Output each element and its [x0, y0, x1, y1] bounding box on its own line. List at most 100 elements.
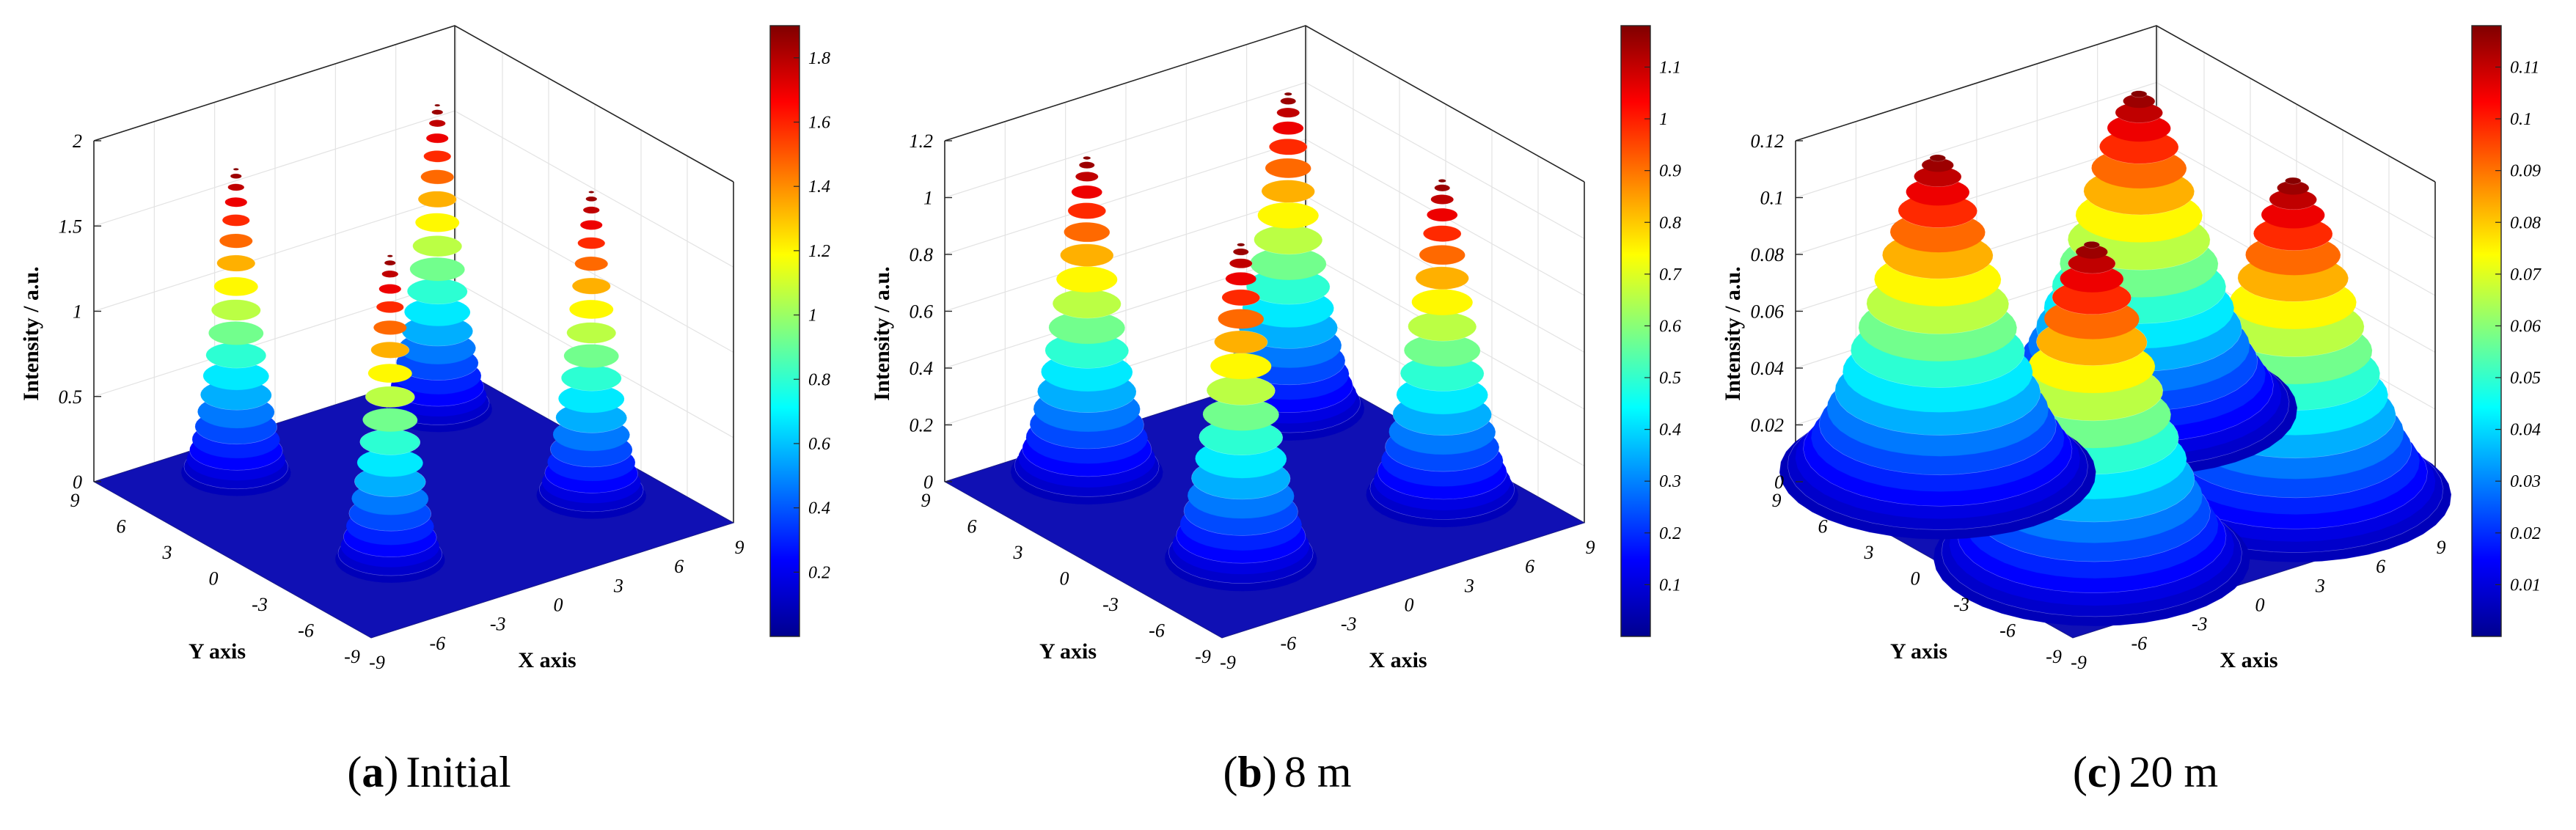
- beam-contour: [378, 284, 402, 294]
- gaussian-beam: [2134, 177, 2452, 562]
- beam-contour: [1064, 222, 1110, 243]
- beam-contour: [1075, 172, 1099, 182]
- y-axis-label: Y axis: [189, 639, 246, 664]
- colorbar-tick-label: 0.5: [1659, 369, 1681, 388]
- beam-contour: [1210, 353, 1272, 380]
- beam-contour: [563, 344, 619, 368]
- beam-contour: [423, 150, 452, 163]
- colorbar-tick-label: 0.8: [808, 370, 830, 389]
- y-tick-label: -3: [1102, 594, 1119, 615]
- colorbar: 0.01 0.02 0.03 0.04 0.05 0.06 0.07 0.08 0.09 0.1 0…: [2471, 25, 2542, 637]
- z-tick-label: 0: [73, 471, 82, 493]
- colorbar-tick-label: 0.08: [2510, 213, 2541, 232]
- beam-contour: [406, 278, 468, 305]
- z-tick-label: 0.1: [1760, 188, 1785, 209]
- panel-a-caption-letter: a: [362, 748, 384, 796]
- beam-contour: [1273, 121, 1304, 135]
- x-tick-label: 6: [2376, 556, 2385, 577]
- beam-contour: [387, 254, 393, 258]
- beam-contour: [428, 120, 446, 128]
- beam-contour: [1237, 243, 1245, 247]
- beam-contour: [224, 197, 248, 208]
- panel-c-caption-text: 20 m: [2129, 748, 2218, 796]
- beam-contour: [1284, 92, 1292, 96]
- x-tick-label: -6: [429, 633, 445, 654]
- y-tick-label: -3: [252, 594, 268, 615]
- x-tick-labels: -9 -6 -3 0 3 6 9: [1220, 537, 1595, 673]
- x-tick-label: -6: [2131, 633, 2147, 654]
- z-tick-label: 0.02: [1751, 415, 1785, 436]
- colorbar-tick-label: 1: [1659, 110, 1668, 129]
- beam-contour: [1419, 245, 1466, 265]
- beam-contour: [412, 235, 463, 257]
- beam-contour: [362, 408, 418, 432]
- panel-b-plot: 0 0.2 0.4 0.6 0.8 1 1.2 -9 -6 -3 0 3 6 9 -9 -6 -3 0 3 6 9 Int…: [870, 25, 1682, 673]
- beam-contour: [373, 320, 407, 335]
- colorbar-tick-label: 0.4: [1659, 421, 1681, 440]
- colorbar-tick-label: 0.3: [1659, 472, 1681, 491]
- beam-contour: [1261, 180, 1315, 203]
- x-tick-label: -3: [1341, 614, 1357, 635]
- beam-contour: [208, 321, 264, 345]
- colorbar-tick-label: 0.04: [2510, 421, 2541, 440]
- beam-contour: [205, 342, 267, 369]
- beam-contour: [420, 169, 454, 185]
- y-tick-label: 9: [1772, 490, 1782, 511]
- x-tick-label: -6: [1280, 633, 1296, 654]
- colorbar-tick-label: 0.7: [1659, 265, 1682, 284]
- gaussian-beam: [1779, 154, 2096, 540]
- colorbar-tick-label: 0.9: [1659, 162, 1681, 181]
- panel-b-caption-letter: b: [1237, 748, 1262, 796]
- beam-contour: [574, 256, 608, 271]
- colorbar-tick-label: 0.2: [808, 563, 830, 582]
- z-tick-label: 0.08: [1751, 244, 1785, 265]
- beam-contour: [415, 213, 460, 232]
- colorbar-tick-label: 1: [808, 306, 817, 326]
- beam-contour: [1083, 156, 1091, 160]
- colorbar-tick-label: 0.11: [2510, 58, 2539, 77]
- beam-contour: [216, 254, 256, 272]
- colorbar-tick-label: 1.6: [808, 114, 830, 133]
- z-tick-label: 0.4: [910, 358, 934, 379]
- beam-contour: [376, 301, 404, 314]
- z-axis-label: Intensity / a.u.: [870, 266, 894, 400]
- z-tick-label: 1.2: [910, 131, 934, 152]
- gaussian-beam: [1010, 156, 1163, 505]
- panel-c-caption-letter: c: [2087, 748, 2107, 796]
- z-tick-label: 0.5: [59, 386, 83, 408]
- beam-contour: [1060, 243, 1114, 267]
- beam-contour: [2083, 240, 2100, 249]
- panel-b-caption: (b) 8 m: [1223, 748, 1351, 796]
- beam-contour: [588, 191, 595, 194]
- x-tick-label: -9: [1220, 652, 1236, 673]
- beam-contour: [227, 183, 245, 191]
- y-tick-labels: -9 -6 -3 0 3 6 9: [1772, 490, 2062, 667]
- colorbar: 0.2 0.4 0.6 0.8 1 1.2 1.4 1.6 1.8: [769, 25, 830, 637]
- z-axis-label: Intensity / a.u.: [19, 266, 43, 400]
- colorbar-tick-label: 0.4: [808, 499, 830, 518]
- z-tick-labels: 0 0.02 0.04 0.06 0.08 0.1 0.12: [1751, 131, 1803, 493]
- colorbar-tick-label: 1.1: [1659, 58, 1681, 77]
- x-tick-labels: -9 -6 -3 0 3 6 9: [2071, 537, 2445, 673]
- z-axis-label: Intensity / a.u.: [1721, 266, 1745, 400]
- z-tick-label: 0: [1774, 471, 1784, 493]
- panel-a-caption: (a) Initial: [347, 748, 511, 796]
- beam-contour: [1411, 289, 1474, 316]
- z-tick-label: 0.12: [1751, 131, 1785, 152]
- beam-contour: [434, 103, 441, 107]
- y-tick-labels: -9 -6 -3 0 3 6 9: [70, 490, 360, 667]
- beam-contour: [579, 220, 603, 230]
- x-tick-label: -3: [2192, 614, 2208, 635]
- beam-contour: [1280, 98, 1296, 105]
- colorbar-tick-label: 0.01: [2510, 576, 2541, 595]
- beam-contour: [1214, 330, 1268, 354]
- beam-contour: [1071, 185, 1102, 199]
- z-tick-label: 0.06: [1751, 301, 1785, 323]
- panel-a: 0 0.5 1 1.5 2 -9 -6 -3 0 3 6 9 -9 -6 -3 0 3 6 9 Intensity /…: [19, 25, 830, 796]
- z-tick-label: 0.6: [910, 301, 934, 323]
- z-tick-label: 0.04: [1751, 358, 1785, 379]
- gaussian-beam: [1164, 243, 1317, 592]
- beam-contour: [359, 429, 421, 455]
- x-tick-label: 9: [735, 537, 744, 558]
- z-tick-label: 2: [73, 131, 82, 152]
